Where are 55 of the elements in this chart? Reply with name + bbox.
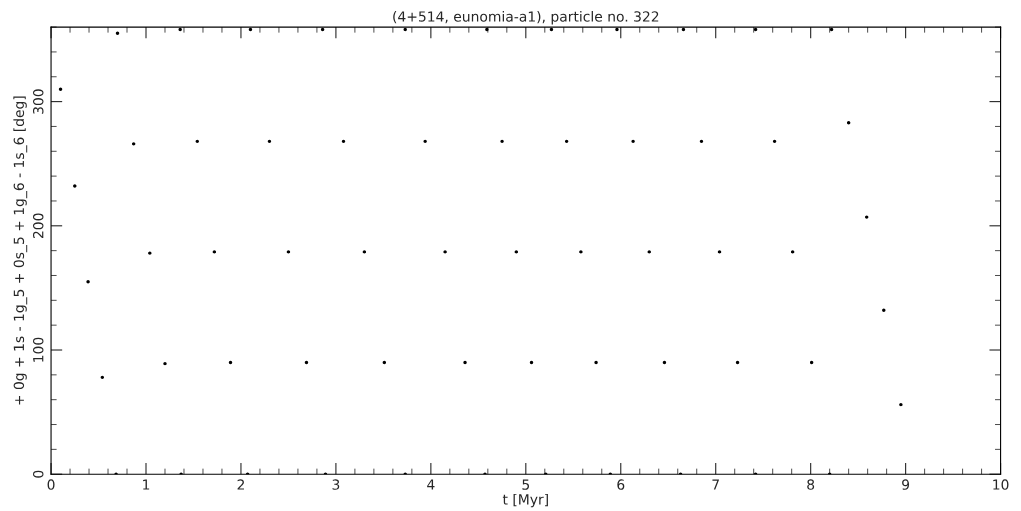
point <box>228 360 233 365</box>
x-tick-label: 10 <box>993 479 1009 490</box>
point <box>100 375 105 380</box>
point <box>86 279 90 284</box>
chart-title: (4+514, eunomia-a1), particle no. 322 <box>393 10 659 25</box>
point <box>73 184 77 188</box>
point <box>362 250 367 254</box>
point <box>320 27 325 32</box>
point <box>286 250 291 254</box>
point <box>864 215 869 219</box>
point <box>212 250 217 254</box>
point <box>564 139 569 144</box>
x-tick-label: 5 <box>522 479 530 490</box>
point <box>549 27 554 32</box>
x-tick-label: 0 <box>47 479 55 490</box>
point <box>631 139 635 144</box>
point <box>735 360 740 365</box>
x-tick-label: 8 <box>807 479 815 490</box>
point <box>423 139 427 144</box>
point <box>529 360 534 365</box>
point <box>500 139 504 144</box>
point <box>647 250 651 254</box>
x-tick-label: 1 <box>143 479 150 490</box>
point <box>115 31 120 35</box>
point <box>699 139 704 144</box>
x-tick-label: 7 <box>712 479 719 490</box>
point <box>341 139 346 144</box>
y-axis-title: + 0g + 1s - 1g_5 + 0s_5 + 1g_6 - 1s_6 [deg] <box>13 96 28 405</box>
point <box>403 27 407 32</box>
point <box>267 139 272 144</box>
point <box>809 360 814 365</box>
point <box>514 250 519 254</box>
x-tick-label: 3 <box>332 479 340 490</box>
point <box>772 139 777 144</box>
point <box>148 251 152 255</box>
y-tick-label: 100 <box>32 337 44 362</box>
y-tick-label: 200 <box>32 213 44 239</box>
point <box>304 360 309 365</box>
x-tick-label: 9 <box>902 479 910 490</box>
point <box>178 27 182 32</box>
point <box>443 250 447 254</box>
x-tick-label: 2 <box>237 479 244 490</box>
point <box>899 402 903 407</box>
x-axis-title: t [Myr] <box>502 493 548 508</box>
x-tick-label: 4 <box>427 479 435 490</box>
point <box>662 360 667 365</box>
point <box>681 27 686 32</box>
point <box>248 27 253 32</box>
x-tick-label: 6 <box>617 479 625 490</box>
point <box>58 87 63 91</box>
y-tick-label: 300 <box>32 89 44 114</box>
y-tick-label: 0 <box>32 470 44 478</box>
point <box>382 360 387 365</box>
point <box>846 121 851 125</box>
point <box>790 250 795 254</box>
